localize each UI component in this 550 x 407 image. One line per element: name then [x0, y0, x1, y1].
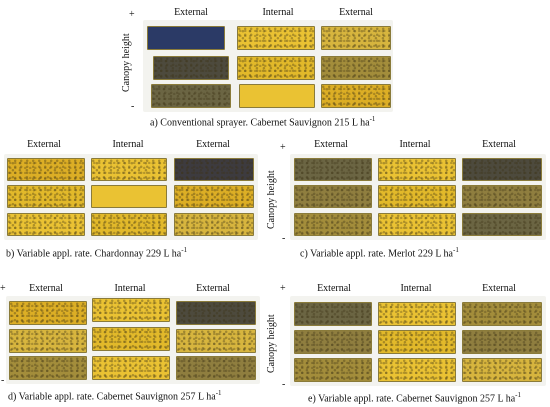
- panel-d-card-ext-right-mid: [176, 329, 256, 353]
- panel-b-card-ext-left-top: [7, 158, 85, 181]
- panel-d: + - External Internal External d) Variab…: [0, 280, 270, 407]
- panel-e-photo: [290, 296, 546, 386]
- panel-b-card-ext-right-mid: [174, 185, 254, 208]
- panel-e-header-external-left: External: [317, 283, 351, 294]
- panel-d-header-external-right: External: [196, 283, 230, 294]
- panel-b-card-int-top: [91, 158, 167, 181]
- panel-d-caption-sup: -1: [215, 389, 222, 397]
- panel-e-card-ext-right-mid: [462, 330, 542, 354]
- panel-a-card-ext-right-bottom: [321, 84, 391, 108]
- panel-e-caption-text: e) Variable appl. rate. Cabernet Sauvign…: [308, 393, 516, 405]
- panel-e-card-int-bottom: [378, 358, 456, 382]
- panel-e-card-int-top: [378, 302, 456, 326]
- panel-c-card-ext-right-bottom: [462, 213, 542, 236]
- panel-a-header-internal: Internal: [262, 7, 294, 18]
- panel-d-card-ext-left-mid: [9, 329, 87, 353]
- panel-d-caption: d) Variable appl. rate. Cabernet Sauvign…: [8, 387, 222, 403]
- panel-a-header-external-right: External: [339, 7, 373, 18]
- panel-a-caption: a) Conventional sprayer. Cabernet Sauvig…: [150, 113, 375, 129]
- panel-c-canopy-height-label: Canopy height: [266, 170, 277, 229]
- panel-a-card-ext-left-mid: [153, 56, 229, 80]
- panel-a: + - Canopy height External Internal Exte…: [0, 0, 550, 130]
- panel-a-minus-sign: -: [131, 101, 135, 112]
- panel-a-header-external-left: External: [174, 7, 208, 18]
- panel-b-card-ext-left-bottom: [7, 213, 85, 236]
- panel-d-header-internal: Internal: [114, 283, 146, 294]
- panel-c-photo: [290, 154, 546, 240]
- panel-d-card-int-mid: [92, 327, 170, 351]
- panel-e-card-ext-left-bottom: [294, 358, 372, 382]
- panel-a-card-ext-left-top: [147, 26, 225, 50]
- panel-e-header-external-right: External: [482, 283, 516, 294]
- panel-a-card-ext-right-top: [321, 26, 391, 50]
- panel-e-card-ext-right-bottom: [462, 358, 542, 382]
- panel-e-card-int-mid: [378, 330, 456, 354]
- panel-e-minus-sign: -: [282, 379, 286, 390]
- panel-a-caption-text: a) Conventional sprayer. Cabernet Sauvig…: [150, 117, 370, 129]
- panel-c-header-external-left: External: [314, 139, 348, 150]
- panel-b-header-internal: Internal: [112, 139, 144, 150]
- panel-a-canopy-height-label: Canopy height: [121, 33, 132, 92]
- panel-a-card-ext-left-bottom: [151, 84, 231, 108]
- panel-b: External Internal External b) Variable a…: [0, 138, 270, 268]
- panel-b-card-ext-right-bottom: [174, 213, 254, 236]
- panel-a-plus-sign: +: [129, 9, 135, 20]
- panel-c-plus-sign: +: [280, 142, 286, 153]
- panel-b-card-int-mid: [91, 185, 167, 208]
- panel-b-card-ext-right-top: [174, 158, 254, 181]
- panel-a-card-ext-right-mid: [321, 56, 391, 80]
- panel-e: + - Canopy height External Internal Exte…: [266, 280, 550, 407]
- panel-e-card-ext-left-mid: [294, 330, 372, 354]
- panel-c-card-int-top: [378, 158, 456, 181]
- panel-b-header-external-left: External: [27, 139, 61, 150]
- panel-c-caption-text: c) Variable appl. rate. Merlot 229 L ha: [300, 248, 453, 260]
- panel-e-card-ext-left-top: [294, 302, 372, 326]
- panel-e-plus-sign: +: [280, 283, 286, 294]
- panel-c: + - Canopy height External Internal Exte…: [266, 138, 550, 268]
- panel-d-card-ext-left-top: [9, 301, 87, 325]
- panel-a-photo: [143, 20, 393, 112]
- panel-c-card-ext-right-mid: [462, 185, 542, 208]
- panel-b-card-int-bottom: [91, 213, 167, 236]
- panel-a-card-int-mid: [237, 56, 315, 80]
- panel-c-card-int-bottom: [378, 213, 456, 236]
- panel-d-card-ext-right-top: [176, 301, 256, 325]
- panel-d-caption-text: d) Variable appl. rate. Cabernet Sauvign…: [8, 391, 216, 403]
- panel-c-caption: c) Variable appl. rate. Merlot 229 L ha-…: [300, 244, 459, 260]
- panel-e-header-internal: Internal: [400, 283, 432, 294]
- panel-a-card-int-top: [237, 26, 315, 50]
- panel-b-caption-text: b) Variable appl. rate. Chardonnay 229 L…: [6, 248, 182, 260]
- panel-e-caption: e) Variable appl. rate. Cabernet Sauvign…: [308, 389, 521, 405]
- panel-d-card-int-top: [92, 298, 170, 322]
- panel-d-plus-sign: +: [0, 283, 6, 294]
- panel-b-caption-sup: -1: [181, 246, 188, 254]
- panel-c-card-ext-right-top: [462, 158, 542, 181]
- panel-c-card-ext-left-mid: [294, 185, 372, 208]
- panel-c-header-external-right: External: [482, 139, 516, 150]
- panel-d-card-ext-right-bottom: [176, 356, 256, 380]
- panel-d-minus-sign: -: [1, 375, 5, 386]
- panel-c-caption-sup: -1: [453, 246, 459, 254]
- panel-d-card-int-bottom: [92, 356, 170, 380]
- panel-c-minus-sign: -: [282, 233, 286, 244]
- panel-e-caption-sup: -1: [515, 391, 521, 399]
- panel-b-caption: b) Variable appl. rate. Chardonnay 229 L…: [6, 244, 187, 260]
- panel-a-card-int-bottom: [239, 84, 315, 108]
- panel-e-card-ext-right-top: [462, 302, 542, 326]
- panel-c-card-ext-left-top: [294, 158, 372, 181]
- panel-d-header-external-left: External: [29, 283, 63, 294]
- panel-e-canopy-height-label: Canopy height: [266, 314, 277, 373]
- panel-c-header-internal: Internal: [399, 139, 431, 150]
- panel-d-card-ext-left-bottom: [9, 356, 87, 380]
- panel-a-caption-sup: -1: [369, 115, 376, 123]
- panel-b-card-ext-left-mid: [7, 185, 85, 208]
- panel-b-header-external-right: External: [196, 139, 230, 150]
- panel-d-photo: [6, 296, 260, 384]
- panel-b-photo: [4, 154, 258, 240]
- panel-c-card-int-mid: [378, 185, 456, 208]
- panel-c-card-ext-left-bottom: [294, 213, 372, 236]
